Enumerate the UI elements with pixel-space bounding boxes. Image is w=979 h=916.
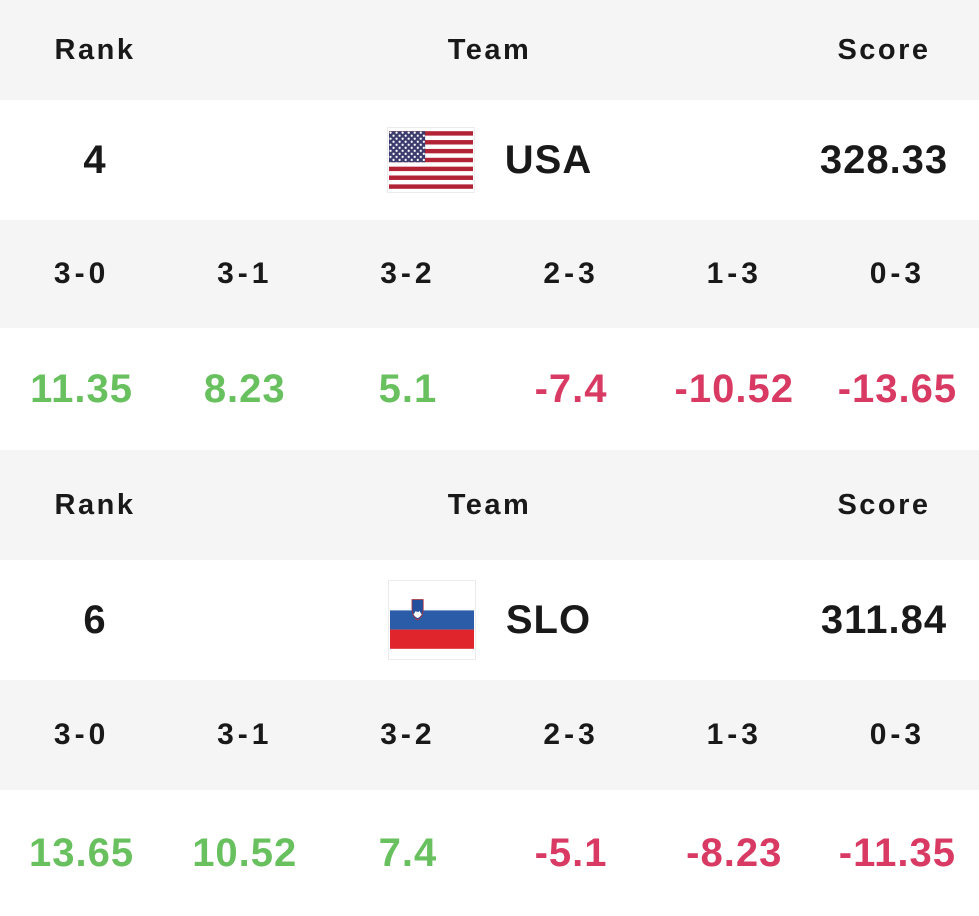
team-rank: 6 — [83, 597, 107, 642]
scoreline-header-row: 3-0 3-1 3-2 2-3 1-3 0-3 — [0, 220, 979, 328]
team-column-header: Team — [447, 488, 532, 521]
scoreline-header-0-3: 0-3 — [869, 718, 926, 751]
scoreline-header-3-1: 3-1 — [217, 257, 273, 290]
rating-points-value: -11.35 — [838, 830, 957, 875]
team-header-row: Rank Team Score — [0, 0, 979, 100]
team-row[interactable]: 6 SLO 311.84 — [0, 560, 979, 680]
rating-points-row: 11.35 8.23 5.1 -7.4 -10.52 -13.65 — [0, 328, 979, 450]
team-name: SLO — [505, 597, 592, 642]
team-cell: SLO — [190, 580, 789, 660]
rating-points-value: 10.52 — [192, 830, 298, 875]
team-section-usa: Rank Team Score 4 — [0, 0, 979, 450]
team-cell: USA — [190, 127, 789, 193]
slovenia-flag-icon — [387, 580, 476, 660]
scoreline-header-row: 3-0 3-1 3-2 2-3 1-3 0-3 — [0, 680, 979, 790]
team-score: 311.84 — [820, 597, 948, 642]
scoreline-header-1-3: 1-3 — [706, 257, 762, 290]
scoreline-header-3-1: 3-1 — [217, 718, 273, 751]
rating-points-value: 8.23 — [203, 366, 286, 411]
team-name: USA — [504, 137, 593, 182]
rating-points-value: 11.35 — [30, 366, 134, 411]
team-score: 328.33 — [819, 137, 949, 182]
scoreline-header-2-3: 2-3 — [543, 718, 599, 751]
scoreline-header-3-0: 3-0 — [53, 718, 110, 751]
team-section-slo: Rank Team Score 6 SLO 311.84 — [0, 450, 979, 916]
rating-points-value: -13.65 — [837, 366, 958, 411]
scoreline-header-0-3: 0-3 — [869, 257, 926, 290]
rank-column-header: Rank — [54, 33, 136, 66]
rating-points-value: 5.1 — [378, 366, 438, 411]
rating-points-value: -5.1 — [534, 830, 608, 875]
scoreline-header-3-2: 3-2 — [380, 718, 436, 751]
score-column-header: Score — [837, 488, 931, 521]
rating-points-value: 13.65 — [29, 830, 135, 875]
team-header-row: Rank Team Score — [0, 450, 979, 560]
team-rank: 4 — [83, 137, 107, 182]
scoreline-header-2-3: 2-3 — [543, 257, 599, 290]
united-states-flag-icon — [386, 127, 475, 193]
rating-points-value: -10.52 — [674, 366, 794, 411]
team-row[interactable]: 4 — [0, 100, 979, 220]
scoreline-header-3-2: 3-2 — [380, 257, 436, 290]
rating-points-value: -7.4 — [534, 366, 608, 411]
scoreline-header-1-3: 1-3 — [706, 718, 762, 751]
rating-points-value: 7.4 — [378, 830, 438, 875]
scoreline-header-3-0: 3-0 — [53, 257, 110, 290]
score-column-header: Score — [837, 33, 931, 66]
team-column-header: Team — [447, 33, 532, 66]
rating-points-value: -8.23 — [686, 830, 783, 875]
rank-column-header: Rank — [54, 488, 136, 521]
rating-points-row: 13.65 10.52 7.4 -5.1 -8.23 -11.35 — [0, 790, 979, 916]
